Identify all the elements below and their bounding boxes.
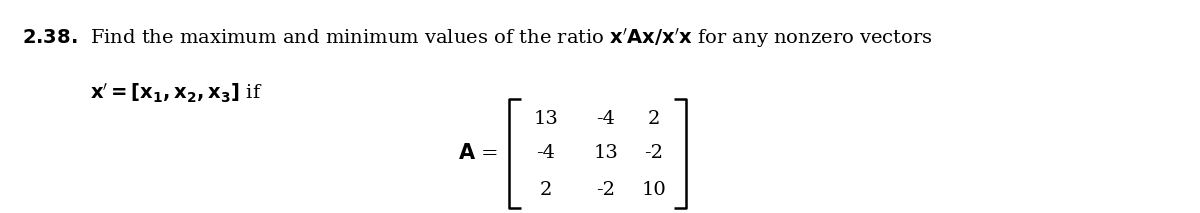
Text: $\mathbf{x' = [x_1, x_2, x_3]}$ if: $\mathbf{x' = [x_1, x_2, x_3]}$ if (90, 82, 263, 105)
Text: 10: 10 (642, 181, 666, 199)
Text: -4: -4 (596, 110, 616, 128)
Text: -4: -4 (536, 144, 556, 162)
Text: $\mathbf{2.38.}$: $\mathbf{2.38.}$ (22, 29, 77, 47)
Text: 2: 2 (540, 181, 552, 199)
Text: 13: 13 (594, 144, 618, 162)
Text: 2: 2 (648, 110, 660, 128)
Text: -2: -2 (644, 144, 664, 162)
Text: 13: 13 (534, 110, 558, 128)
Text: -2: -2 (596, 181, 616, 199)
Text: Find the maximum and minimum values of the ratio $\mathbf{x'Ax/x'x}$ for any non: Find the maximum and minimum values of t… (90, 26, 932, 50)
Text: $\mathbf{A}$ =: $\mathbf{A}$ = (458, 143, 498, 163)
